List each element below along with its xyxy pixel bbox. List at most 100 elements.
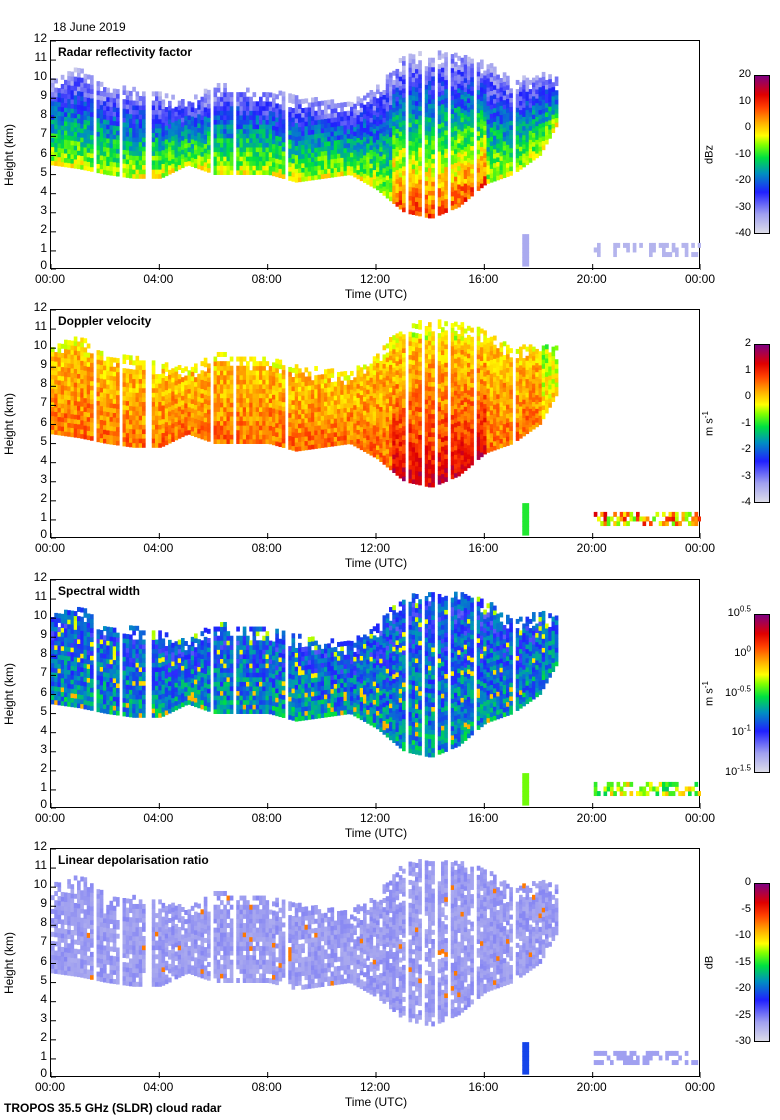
heatmap-cell [60,106,65,112]
heatmap-cell [457,120,461,125]
heatmap-cell [392,358,396,364]
heatmap-cell [489,163,494,169]
heatmap-cell [515,116,520,122]
heatmap-cell [359,403,364,409]
heatmap-cell [372,146,377,152]
heatmap-cell [190,366,195,372]
heatmap-cell [83,411,88,417]
heatmap-cell [60,343,65,349]
heatmap-cell [353,122,357,128]
heatmap-cell [398,363,403,369]
heatmap-cell [392,344,396,350]
heatmap-cell [278,396,283,402]
heatmap-cell [382,186,387,192]
heatmap-cell [298,117,302,123]
heatmap-cell [54,128,58,134]
heatmap-cell [278,428,283,434]
heatmap-cell [255,439,260,444]
heatmap-cell [187,416,192,422]
heatmap-cell [83,370,88,376]
heatmap-cell [356,406,361,412]
heatmap-cell [467,162,471,168]
heatmap-cell [246,425,250,431]
heatmap-cell [272,93,276,99]
heatmap-cell [168,142,172,148]
heatmap-cell [90,98,94,104]
heatmap-cell [67,144,71,150]
heatmap-cell [158,419,162,425]
heatmap-cell [268,430,273,436]
heatmap-cell [177,406,182,412]
heatmap-cell [431,89,435,95]
heatmap-cell [281,128,286,134]
heatmap-cell [216,170,221,175]
x-tick-label: 20:00 [576,272,607,286]
heatmap-cell [90,380,94,386]
heatmap-cell [415,123,419,129]
heatmap-cell [372,123,377,129]
heatmap-cell [226,133,231,139]
heatmap-cell [398,432,403,438]
heatmap-cell [522,93,526,99]
heatmap-cell [408,140,413,146]
heatmap-cell [142,401,146,407]
heatmap-cell [467,171,471,177]
heatmap-cell [83,87,88,93]
heatmap-cell [171,158,175,164]
heatmap-cell [135,169,140,175]
heatmap-cell [463,77,468,83]
heatmap-cell [398,181,403,187]
heatmap-cell [187,151,192,157]
heatmap-cell [372,100,377,106]
heatmap-cell [197,113,201,119]
heatmap-cell [359,111,364,117]
heatmap-cell [54,124,58,130]
heatmap-cell [96,145,101,151]
heatmap-cell [142,442,146,448]
heatmap-cell [190,412,195,418]
heatmap-cell [265,170,270,175]
heatmap-cell [389,122,393,128]
heatmap-cell [532,132,536,138]
heatmap-cell [372,452,377,458]
heatmap-cell [554,117,559,123]
heatmap-cell [441,113,445,119]
heatmap-cell [190,421,195,427]
heatmap-cell [181,381,185,387]
heatmap-cell [437,206,442,212]
heatmap-cell [255,416,260,422]
heatmap-cell [57,370,62,376]
heatmap-cell [431,158,435,164]
heatmap-cell [392,417,396,423]
heatmap-cell [54,365,58,371]
heatmap-cell [392,130,396,136]
heatmap-cell [96,377,101,383]
heatmap-cell [151,164,156,170]
heatmap-cell [54,147,58,153]
heatmap-cell [525,137,530,143]
heatmap-cell [346,110,351,116]
heatmap-cell [398,386,403,392]
heatmap-cell [242,365,247,371]
heatmap-cell [424,153,429,159]
heatmap-cell [385,120,390,126]
heatmap-cell [307,120,312,126]
heatmap-cell [408,53,413,59]
heatmap-cell [369,158,374,164]
heatmap-cell [441,181,445,187]
heatmap-cell [138,419,143,425]
heatmap-cell [333,130,338,136]
heatmap-cell [268,161,273,167]
y-tick-label: 10 [33,69,47,84]
heatmap-cell [437,91,442,97]
heatmap-cell [272,389,276,395]
heatmap-cell [346,375,351,381]
heatmap-cell [359,435,364,441]
heatmap-cell [268,142,273,148]
heatmap-cell [86,357,91,363]
heatmap-cell [389,378,393,384]
heatmap-cell [281,365,286,371]
heatmap-cell [236,365,240,371]
heatmap-cell [311,430,315,436]
heatmap-cell [86,412,91,418]
